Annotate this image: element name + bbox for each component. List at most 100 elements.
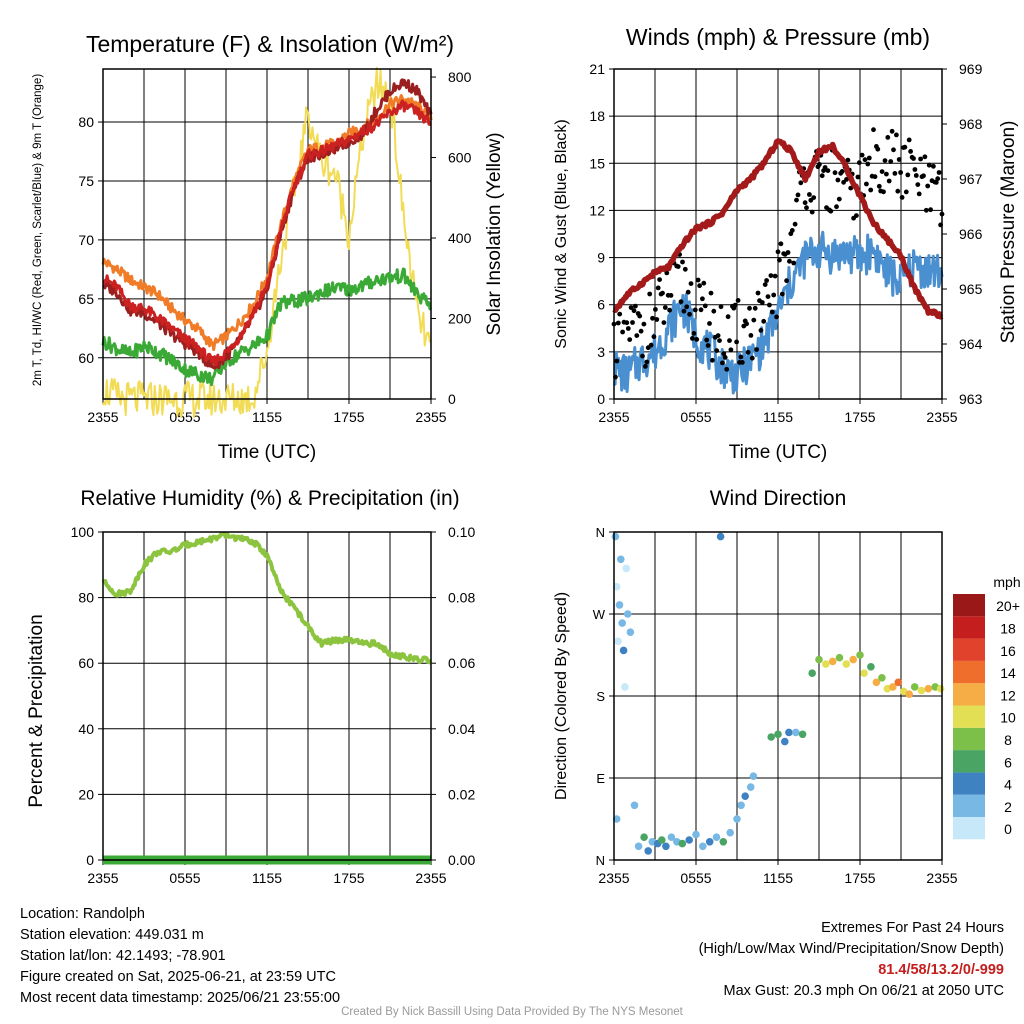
y2-tick-label: 600	[448, 150, 472, 166]
gust-point	[687, 311, 692, 317]
x-tick-label: 2355	[415, 409, 446, 425]
legend-label: 20+	[996, 598, 1020, 614]
gust-point	[745, 349, 751, 355]
gust-point	[675, 264, 681, 269]
gust-point	[721, 351, 727, 357]
gust-point	[653, 307, 658, 312]
direction-point	[612, 815, 621, 823]
gust-point	[836, 196, 842, 202]
y-tick-label: 6	[597, 297, 605, 313]
gust-point	[627, 337, 633, 342]
gust-point	[698, 307, 704, 313]
gust-point	[615, 320, 621, 326]
legend-swatch	[953, 772, 985, 795]
gust-point	[779, 291, 785, 297]
gust-point	[925, 183, 931, 189]
gust-point	[891, 147, 896, 153]
legend-label: 4	[1004, 777, 1012, 793]
legend-label: 14	[1000, 665, 1016, 681]
gust-point	[748, 333, 754, 338]
y-tick-label: 80	[78, 590, 94, 606]
gust-point	[898, 170, 903, 175]
legend-label: 18	[1000, 620, 1016, 636]
gust-point	[825, 168, 831, 174]
gust-point	[918, 156, 923, 162]
gust-point	[894, 132, 899, 138]
gust-point	[680, 259, 685, 265]
legend-swatch	[953, 660, 985, 684]
panel-1-border	[613, 68, 943, 400]
series-line-2m-td	[101, 267, 433, 387]
gust-point	[835, 177, 841, 183]
gust-point	[769, 309, 775, 315]
direction-point	[835, 653, 844, 662]
chart-title: Temperature (F) & Insolation (W/m²)	[86, 31, 454, 57]
x-axis-label: Time (UTC)	[729, 442, 828, 463]
gust-point	[654, 317, 660, 322]
direction-point	[667, 833, 676, 841]
direction-point	[936, 684, 945, 693]
direction-point	[716, 532, 725, 541]
gust-point	[928, 207, 933, 213]
y2-tick-label: 0.00	[448, 852, 475, 868]
gust-point	[617, 311, 623, 317]
direction-point	[924, 684, 933, 693]
gust-point	[735, 298, 741, 303]
station-elevation: Station elevation: 449.031 m	[20, 927, 204, 943]
gust-point	[855, 174, 861, 180]
legend-label: 8	[1004, 732, 1012, 748]
x-tick-label: 1755	[844, 870, 875, 886]
gust-point	[758, 328, 764, 333]
gust-point	[643, 364, 648, 369]
y2-axis-label: Solar Insolation (Yellow)	[484, 132, 505, 335]
gust-point	[915, 182, 921, 188]
gust-point	[633, 303, 638, 309]
y2-tick-label: 965	[959, 281, 983, 297]
gust-point	[657, 277, 662, 282]
gust-point	[705, 343, 711, 348]
y-tick-label: 3	[597, 344, 605, 360]
gust-point	[895, 188, 901, 194]
direction-point	[741, 792, 749, 800]
gust-point	[754, 347, 759, 352]
legend-swatch	[953, 683, 985, 706]
direction-point	[640, 833, 648, 841]
y-axis-label: Sonic Wind & Gust (Blue, Black)	[553, 119, 570, 348]
direction-point	[630, 801, 639, 810]
direction-point	[618, 619, 626, 627]
gust-point	[804, 205, 809, 211]
y2-tick-label: 0.02	[448, 786, 475, 802]
direction-point	[872, 678, 881, 687]
legend-label: 2	[1004, 799, 1012, 815]
gust-points	[611, 127, 945, 380]
legend-swatch	[953, 705, 985, 728]
extremes-panel: Extremes For Past 24 Hours (High/Low/Max…	[699, 918, 1004, 1002]
gust-point	[785, 250, 791, 255]
gust-point	[879, 169, 885, 175]
direction-points	[611, 532, 945, 855]
direction-point	[733, 815, 741, 823]
gust-point	[727, 338, 732, 343]
extremes-heading: Extremes For Past 24 Hours	[821, 920, 1004, 936]
station-info: Location: Randolph Station elevation: 44…	[20, 904, 340, 1009]
gust-point	[848, 185, 854, 191]
series-line-relative-humidity	[101, 531, 433, 665]
gust-point	[888, 159, 894, 164]
y-tick-label: 21	[589, 61, 605, 77]
gust-point	[845, 157, 851, 163]
direction-point	[615, 601, 624, 609]
gust-point	[908, 149, 913, 154]
gust-point	[761, 318, 767, 324]
gust-point	[809, 209, 815, 215]
gust-point	[819, 173, 825, 179]
gust-point	[651, 334, 657, 340]
y2-tick-label: 200	[448, 311, 472, 327]
gust-point	[817, 162, 822, 167]
direction-point	[612, 582, 621, 591]
gust-point	[625, 326, 631, 331]
direction-point	[767, 733, 775, 741]
gust-point	[624, 320, 630, 326]
gust-point	[668, 293, 674, 298]
figure-created-time: Figure created on Sat, 2025-06-21, at 23…	[20, 969, 336, 985]
gust-point	[841, 179, 846, 185]
